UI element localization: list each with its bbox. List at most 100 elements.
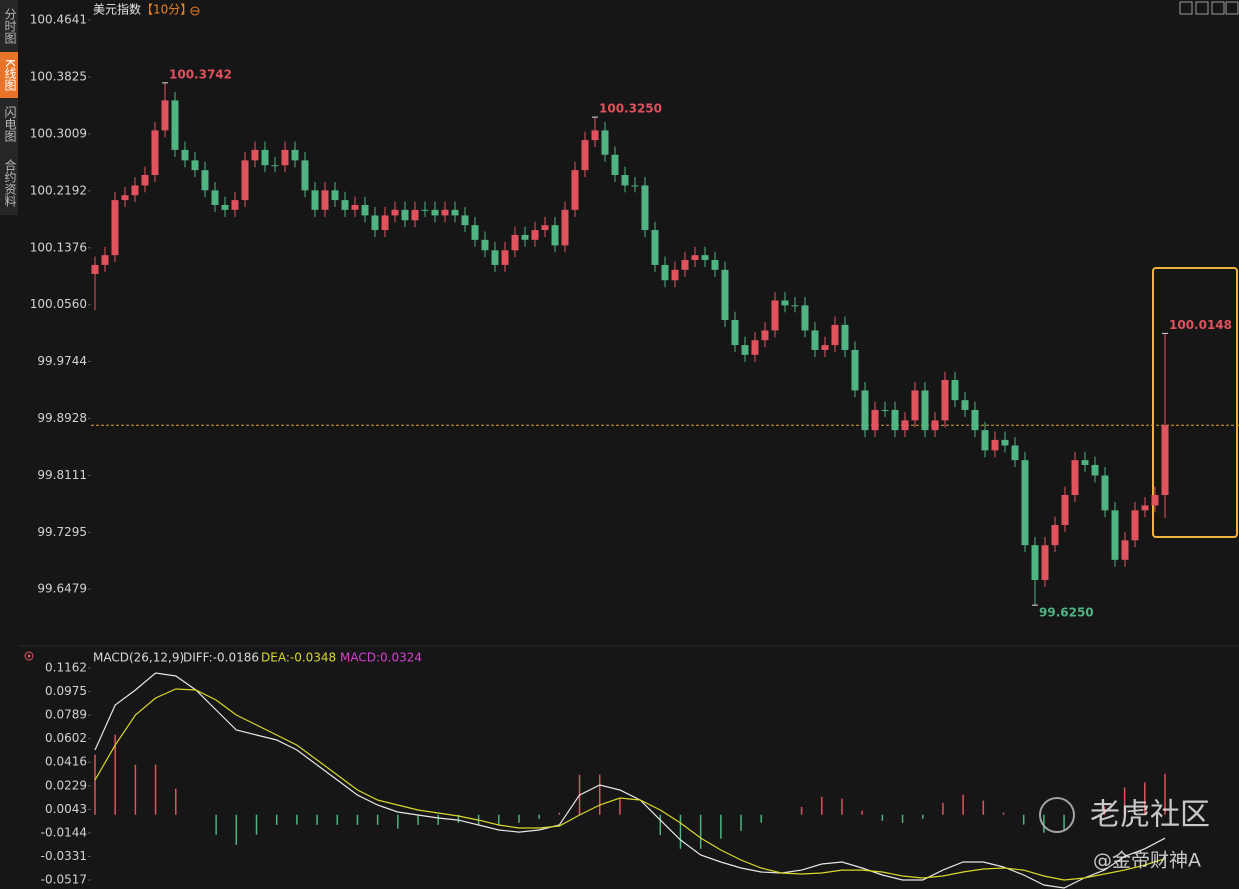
candle-body <box>591 130 599 141</box>
tab[interactable]: 闪电图 <box>3 106 17 142</box>
candle-body <box>271 165 279 167</box>
candle-body <box>331 190 339 201</box>
candle-body <box>201 170 209 191</box>
y-tick-label: 100.0560 <box>30 297 87 311</box>
tab[interactable]: 合约资料 <box>3 159 17 207</box>
candle-body <box>721 269 729 320</box>
background <box>18 0 1239 889</box>
candle-body <box>1011 445 1019 461</box>
candle-body <box>131 185 139 196</box>
candle-body <box>141 174 149 186</box>
sidebar: 分时图 K线图 闪电图 合约资料 <box>0 0 18 215</box>
y-tick-label: 100.1376 <box>30 240 87 254</box>
tab[interactable]: K线图 <box>0 52 18 98</box>
settings-icon[interactable] <box>190 6 200 16</box>
candle-body <box>1031 545 1039 581</box>
y-tick-label: -0.0517 <box>41 873 87 887</box>
macd-line <box>94 688 1166 881</box>
candle-body <box>471 225 479 240</box>
y-tick-label: 99.8111 <box>37 468 87 482</box>
candle-body <box>981 430 989 451</box>
candle-body <box>621 174 629 186</box>
candle-body <box>181 149 189 161</box>
candle-body <box>371 215 379 231</box>
candle-body <box>351 204 359 210</box>
indicator-icon <box>27 654 31 658</box>
candle-body <box>951 379 959 401</box>
candle-body <box>971 409 979 431</box>
candle-body <box>361 204 369 216</box>
candle-body <box>811 330 819 350</box>
candle-body <box>161 100 169 131</box>
candle-body <box>191 160 199 171</box>
candle-body <box>871 409 879 431</box>
candle-body <box>321 190 329 210</box>
candle-body <box>1071 460 1079 495</box>
candle-body <box>211 190 219 205</box>
candle-body <box>111 200 119 256</box>
candle-body <box>1061 494 1069 525</box>
candle-body <box>891 409 899 431</box>
candle-body <box>481 239 489 251</box>
macd-line <box>94 672 1166 889</box>
candle-body <box>791 305 799 307</box>
candle-body <box>841 324 849 350</box>
period[interactable]: 【10分】 <box>141 3 192 17</box>
candle-body <box>911 390 919 421</box>
candle-body <box>651 230 659 265</box>
indicator-icon[interactable] <box>24 651 34 661</box>
candle-body <box>581 140 589 171</box>
window-controls <box>1179 1 1239 15</box>
candle-body <box>521 234 529 240</box>
candle-body <box>301 160 309 191</box>
candle-body <box>431 209 439 216</box>
candle-body <box>311 190 319 210</box>
extreme-label: 100.0148 <box>1169 318 1232 332</box>
candle-body <box>881 409 889 411</box>
y-tick-label: 99.9744 <box>37 354 87 368</box>
y-tick-label: 0.0975 <box>45 684 87 698</box>
candle-body <box>221 204 229 210</box>
control[interactable] <box>1179 1 1193 15</box>
y-tick-label: 99.6479 <box>37 582 87 596</box>
candle-body <box>921 390 929 431</box>
y-tick-label: 0.1162 <box>45 661 87 675</box>
candle-body <box>291 149 299 161</box>
candle-body <box>961 400 969 410</box>
control[interactable] <box>1195 1 1209 15</box>
candle-body <box>281 149 289 166</box>
candle-body <box>401 209 409 221</box>
candle-body <box>501 250 509 265</box>
control[interactable] <box>1225 1 1239 15</box>
candle-body <box>1021 460 1029 546</box>
candle-body <box>571 170 579 210</box>
candle-body <box>451 209 459 216</box>
candle-body <box>681 260 689 270</box>
y-tick-label: 99.8928 <box>37 411 87 425</box>
candle-body <box>261 149 269 166</box>
macd-label: MACD:0.0324 <box>340 651 422 665</box>
y-tick-label: 100.4641 <box>30 13 87 27</box>
y-tick-label: 0.0416 <box>45 755 87 769</box>
y-tick-label: 100.3009 <box>30 126 87 140</box>
candle-body <box>441 209 449 216</box>
candle-body <box>1091 465 1099 476</box>
macd-title: MACD(26,12,9) <box>93 651 184 665</box>
control[interactable] <box>1211 1 1225 15</box>
candle-body <box>991 439 999 451</box>
tab[interactable]: 分时图 <box>3 8 17 44</box>
candle-body <box>641 185 649 231</box>
candle-body <box>761 330 769 341</box>
candle-body <box>751 340 759 355</box>
candle-body <box>741 345 749 355</box>
extreme-label: 99.6250 <box>1039 606 1094 620</box>
candle-body <box>611 154 619 175</box>
candle-body <box>411 209 419 221</box>
y-tick-label: 0.0229 <box>45 778 87 792</box>
candle-body <box>781 300 789 306</box>
watermark: 老虎社区 @金帝财神A <box>1039 797 1210 872</box>
candle-body <box>1101 475 1109 511</box>
candle-body <box>701 255 709 261</box>
candle-body <box>1081 460 1089 466</box>
